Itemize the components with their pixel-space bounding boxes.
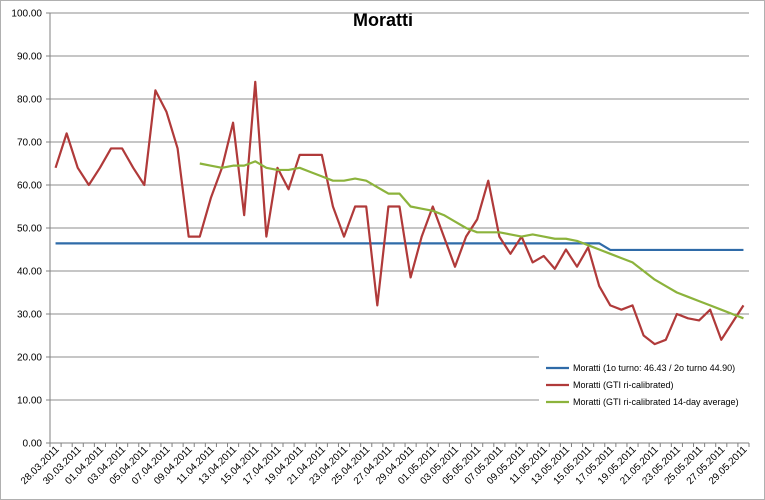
legend-label-3: Moratti (GTI ri-calibrated 14-day averag… <box>573 397 739 407</box>
series-line-2 <box>54 80 745 346</box>
y-tick-label: 100.00 <box>11 9 42 20</box>
series-line-3 <box>199 160 744 320</box>
y-tick-label: 60.00 <box>17 181 42 192</box>
series-layer <box>54 80 745 346</box>
y-tick-label: 0.00 <box>23 439 43 450</box>
y-tick-label: 50.00 <box>17 224 42 235</box>
y-tick-label: 90.00 <box>17 52 42 63</box>
y-tick-label: 20.00 <box>17 353 42 364</box>
y-tick-labels: 0.00 10.00 20.00 30.00 40.00 50.00 60.00 70.00 8… <box>11 9 42 450</box>
series-line-1 <box>55 242 744 252</box>
y-tick-label: 70.00 <box>17 138 42 149</box>
axes <box>49 13 750 447</box>
y-tick-label: 10.00 <box>17 396 42 407</box>
y-tick-label: 30.00 <box>17 310 42 321</box>
y-tick-label: 40.00 <box>17 267 42 278</box>
chart-title: Moratti <box>353 10 413 30</box>
y-tick-label: 80.00 <box>17 95 42 106</box>
legend-label-2: Moratti (GTI ri-calibrated) <box>573 380 674 390</box>
legend-label-1: Moratti (1o turno: 46.43 / 2o turno 44.9… <box>573 363 735 373</box>
legend: Moratti (1o turno: 46.43 / 2o turno 44.9… <box>539 356 757 414</box>
legend-box <box>539 356 757 414</box>
